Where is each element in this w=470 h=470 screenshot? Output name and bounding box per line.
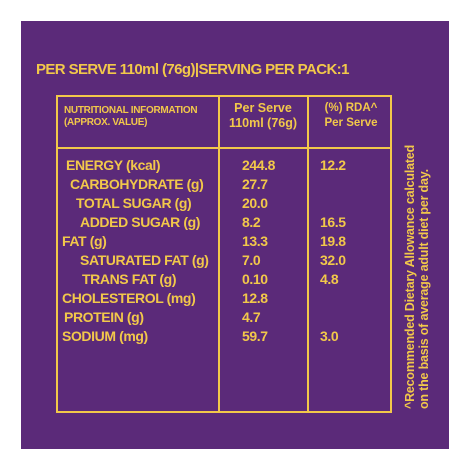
table-row: PROTEIN (g) 4.7 [58,309,390,328]
nutrient-name: PROTEIN (g) [64,309,144,325]
nutrition-table: NUTRITIONAL INFORMATION (APPROX. VALUE) … [56,95,392,413]
table-row: TRANS FAT (g) 0.10 4.8 [58,271,390,290]
table-row: ADDED SUGAR (g) 8.2 16.5 [58,214,390,233]
nutrient-header-line-2: (APPROX. VALUE) [64,117,148,128]
nutrient-name: TRANS FAT (g) [82,271,177,287]
rda-value: 19.8 [320,233,346,249]
per-serve-value: 244.8 [242,157,276,173]
per-serve-value: 4.7 [242,309,261,325]
per-serve-value: 12.8 [242,290,268,306]
rda-header-line-1: (%) RDA^ [324,102,378,114]
nutrient-name: ADDED SUGAR (g) [80,214,200,230]
per-serve-header-line-2: 110ml (76g) [228,116,298,130]
per-serve-value: 13.3 [242,233,268,249]
column-divider [307,97,309,411]
rda-value: 16.5 [320,214,346,230]
per-serve-value: 0.10 [242,271,268,287]
rda-header-line-2: Per Serve [324,117,378,129]
footnote-line-2: on the basis of average adult diet per d… [417,169,431,409]
per-serve-value: 27.7 [242,176,268,192]
nutrient-name: ENERGY (kcal) [66,157,161,173]
serving-header: PER SERVE 110ml (76g)|SERVING PER PACK:1 [36,61,349,78]
table-row: SATURATED FAT (g) 7.0 32.0 [58,252,390,271]
footnote-line-1: ^Recommended Dietary Allowance calculate… [403,144,417,409]
rda-column-header: (%) RDA^ Per Serve [310,101,392,131]
per-serve-value: 20.0 [242,195,268,211]
table-row: ENERGY (kcal) 244.8 12.2 [58,157,390,176]
rda-value: 4.8 [320,271,339,287]
table-row: CHOLESTEROL (mg) 12.8 [58,290,390,309]
rda-value: 12.2 [320,157,346,173]
nutrient-header-line-1: NUTRITIONAL INFORMATION [64,105,198,116]
per-serve-value: 59.7 [242,328,268,344]
table-row: TOTAL SUGAR (g) 20.0 [58,195,390,214]
column-divider [218,97,220,411]
nutrient-column-header: NUTRITIONAL INFORMATION (APPROX. VALUE) [64,105,198,129]
header-divider [58,147,390,149]
nutrient-name: SATURATED FAT (g) [80,252,209,268]
rda-value: 3.0 [320,328,339,344]
nutrition-label-panel [21,21,449,449]
nutrient-name: CHOLESTEROL (mg) [62,290,196,306]
table-row: SODIUM (mg) 59.7 3.0 [58,328,390,347]
table-row: FAT (g) 13.3 19.8 [58,233,390,252]
nutrient-name: SODIUM (mg) [62,328,148,344]
per-serve-header-line-1: Per Serve [234,101,292,115]
rda-footnote: ^Recommended Dietary Allowance calculate… [403,145,431,409]
per-serve-value: 7.0 [242,252,261,268]
table-row: CARBOHYDRATE (g) 27.7 [58,176,390,195]
nutrient-name: FAT (g) [62,233,107,249]
nutrient-name: TOTAL SUGAR (g) [76,195,192,211]
rda-value: 32.0 [320,252,346,268]
per-serve-column-header: Per Serve 110ml (76g) [222,101,304,131]
per-serve-value: 8.2 [242,214,261,230]
nutrient-name: CARBOHYDRATE (g) [70,176,204,192]
